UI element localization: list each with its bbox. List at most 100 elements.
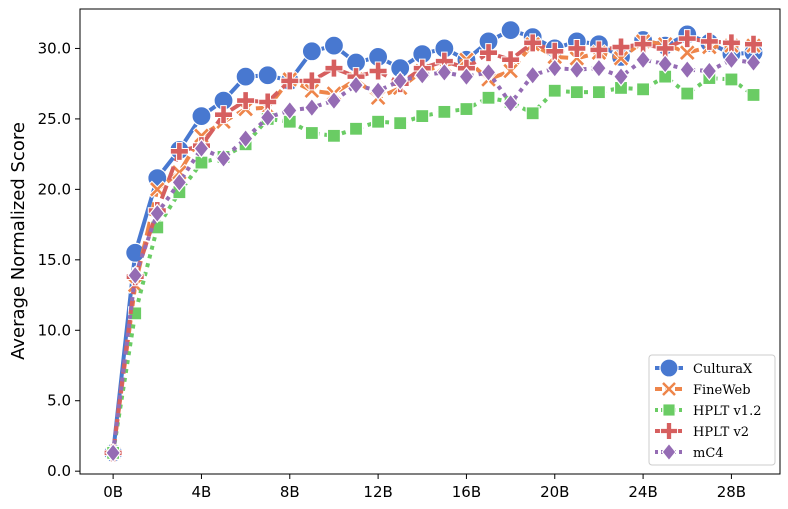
data-point <box>393 116 408 131</box>
y-tick-label: 5.0 <box>47 392 71 410</box>
series-hplt-v2 <box>103 29 764 463</box>
y-axis: 0.0 5.0 10.0 15.0 20.0 25.0 30.0 <box>38 39 80 480</box>
legend-label: CulturaX <box>693 362 753 377</box>
data-point <box>281 100 298 121</box>
data-point <box>591 85 607 100</box>
legend-marker <box>661 442 677 462</box>
data-point <box>635 82 651 97</box>
data-point <box>545 41 565 61</box>
data-point <box>414 65 431 86</box>
data-point <box>215 148 232 169</box>
data-point <box>415 108 430 124</box>
data-point <box>567 38 587 58</box>
y-tick-label: 0.0 <box>47 462 71 480</box>
series-line <box>111 36 754 454</box>
data-point <box>193 138 210 159</box>
data-point <box>699 31 719 51</box>
series-line <box>111 39 754 454</box>
data-point <box>613 66 629 87</box>
data-point <box>546 58 563 79</box>
data-point <box>525 106 540 121</box>
data-point <box>437 104 452 119</box>
data-point <box>547 83 562 98</box>
data-point <box>680 86 695 101</box>
x-tick-label: 16B <box>452 483 481 501</box>
data-point <box>723 49 740 70</box>
data-point <box>744 34 764 54</box>
y-axis-title: Average Normalized Score <box>8 122 29 360</box>
data-point <box>480 62 497 83</box>
data-point <box>301 41 322 62</box>
x-tick-label: 28B <box>717 483 746 501</box>
data-point <box>149 203 166 224</box>
data-point <box>721 33 741 53</box>
y-tick-label: 25.0 <box>38 110 71 128</box>
x-tick-label: 0B <box>103 483 123 501</box>
legend-marker <box>659 421 679 441</box>
legend-box <box>648 354 776 466</box>
data-point <box>235 66 256 87</box>
series-layer <box>103 20 764 463</box>
x-tick-label: 4B <box>192 483 212 501</box>
data-point <box>678 43 696 62</box>
data-point <box>191 105 212 127</box>
data-point <box>324 58 344 78</box>
data-point <box>655 38 675 58</box>
data-point <box>677 29 697 49</box>
data-point <box>500 20 521 41</box>
data-point <box>524 65 541 86</box>
legend-item: HPLT v2 <box>655 421 749 441</box>
legend-item: mC4 <box>655 442 724 462</box>
x-tick-label: 8B <box>280 483 300 501</box>
legend-marker <box>662 403 676 417</box>
data-point <box>127 265 144 286</box>
data-point <box>105 442 122 463</box>
x-tick-label: 20B <box>540 483 569 501</box>
plot-frame <box>79 8 781 475</box>
data-point <box>633 34 653 54</box>
data-point <box>280 71 300 91</box>
data-point <box>502 93 519 114</box>
data-point <box>436 62 453 83</box>
data-point <box>392 70 409 91</box>
y-tick-label: 20.0 <box>38 180 71 198</box>
legend-item: HPLT v1.2 <box>655 403 761 419</box>
data-point <box>368 61 388 81</box>
legend-label: HPLT v1.2 <box>693 404 761 419</box>
data-point <box>303 97 320 118</box>
data-point <box>304 125 319 141</box>
data-point <box>746 87 761 103</box>
data-point <box>326 128 342 143</box>
data-point <box>701 61 718 81</box>
x-axis: 0B 4B 8B 12B 16B 20B 24B 28B <box>103 474 746 501</box>
data-point <box>171 172 188 193</box>
data-point <box>258 92 278 112</box>
legend-marker <box>659 358 679 378</box>
data-point <box>237 128 254 149</box>
data-point <box>589 40 609 60</box>
data-point <box>236 91 256 111</box>
data-point <box>635 49 652 70</box>
legend-label: mC4 <box>693 446 724 461</box>
series-mc4 <box>105 49 762 463</box>
data-point <box>481 90 496 105</box>
legend-item: CulturaX <box>655 358 753 378</box>
data-point <box>348 121 364 136</box>
x-tick-label: 12B <box>363 483 392 501</box>
data-point <box>523 33 543 53</box>
data-point <box>370 80 387 101</box>
y-tick-label: 15.0 <box>38 251 71 269</box>
data-point <box>169 141 189 161</box>
data-point <box>590 58 607 79</box>
legend-marker <box>660 380 678 398</box>
legend: CulturaX FineWeb HPLT v1.2 HPLT v2 mC4 <box>648 354 776 466</box>
y-tick-label: 10.0 <box>38 321 71 339</box>
data-point <box>611 37 631 57</box>
x-tick-label: 24B <box>628 483 657 501</box>
data-point <box>569 85 584 100</box>
data-point <box>214 105 234 125</box>
data-point <box>479 43 499 63</box>
legend-label: FineWeb <box>693 383 751 398</box>
data-point <box>657 53 674 74</box>
